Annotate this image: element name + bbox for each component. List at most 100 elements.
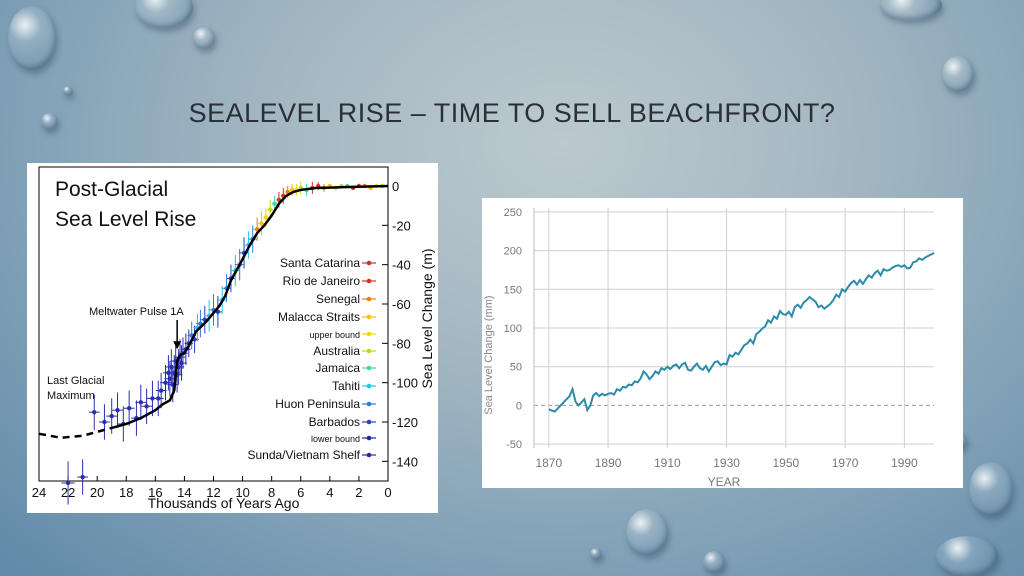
data-point	[109, 413, 114, 419]
legend-label: Huon Peninsula	[275, 397, 360, 411]
y-tick-label: 200	[504, 246, 522, 258]
x-tick-label: 18	[119, 485, 133, 500]
x-tick-label: 16	[148, 485, 162, 500]
legend-swatch-marker	[366, 452, 372, 458]
legend-swatch-marker	[366, 365, 372, 371]
legend-swatch-marker	[366, 348, 372, 354]
data-point	[150, 396, 155, 401]
data-point	[156, 396, 161, 401]
annotation-maximum: Maximum	[47, 390, 95, 402]
data-point	[65, 480, 71, 486]
legend-swatch-marker	[366, 278, 372, 284]
annotation-last-glacial: Last Glacial	[47, 375, 104, 387]
data-point	[259, 221, 264, 226]
x-axis-label: Thousands of Years Ago	[148, 495, 300, 511]
fit-curve-dashed	[38, 426, 113, 439]
legend-label: Senegal	[316, 292, 360, 306]
data-point	[80, 474, 85, 480]
water-drop	[590, 548, 602, 560]
legend-swatch-marker	[366, 260, 372, 266]
water-drop	[626, 509, 668, 555]
series-line	[548, 252, 935, 413]
x-tick-label: 1970	[832, 456, 859, 470]
legend-label: lower bound	[311, 434, 360, 444]
legend-label: Santa Catarina	[280, 256, 360, 270]
x-tick-label: 1890	[595, 456, 622, 470]
legend-swatch-marker	[366, 383, 372, 389]
data-point	[272, 201, 277, 206]
y-tick-label: -140	[392, 454, 418, 469]
data-point	[144, 404, 149, 409]
legend-label: Rio de Janeiro	[283, 274, 361, 288]
water-drop	[936, 536, 998, 576]
x-tick-label: 14	[177, 485, 191, 500]
legend-swatch-marker	[366, 401, 372, 407]
y-tick-label: 150	[504, 284, 522, 296]
y-tick-label: 0	[516, 400, 522, 412]
y-tick-label: -80	[392, 336, 411, 351]
x-tick-label: 1870	[535, 456, 562, 470]
x-axis-label: YEAR	[708, 475, 741, 488]
legend-swatch-marker	[366, 419, 372, 425]
water-drop	[942, 56, 974, 92]
annotation-arrowhead	[173, 341, 182, 350]
data-point	[263, 215, 269, 220]
y-tick-label: 0	[392, 179, 399, 194]
y-tick-label: 100	[504, 323, 522, 335]
data-point	[126, 406, 132, 411]
x-tick-label: 24	[32, 485, 46, 500]
y-tick-label: -40	[392, 258, 411, 273]
x-tick-label: 4	[326, 485, 333, 500]
x-tick-label: 20	[90, 485, 104, 500]
post-glacial-chart-panel: Post-Glacial Sea Level Rise 0 -20 -40 -60 -80 -…	[27, 163, 438, 513]
y-tick-label: 50	[510, 362, 522, 374]
slide-title: SEALEVEL RISE – TIME TO SELL BEACHFRONT?	[188, 98, 836, 128]
water-drop	[969, 462, 1013, 516]
data-point	[92, 409, 97, 415]
tide-gauge-chart: 250 200 150 100 50 0 -50 1870 1890 1910 1930 1950 19…	[483, 207, 935, 489]
x-tick-label: 6	[297, 485, 304, 500]
water-drop	[8, 6, 56, 70]
x-tick-label: 2	[355, 485, 362, 500]
water-drop	[63, 86, 73, 96]
data-point	[158, 388, 164, 393]
data-point	[102, 419, 107, 425]
post-glacial-chart: Post-Glacial Sea Level Rise 0 -20 -40 -60 -80 -…	[32, 166, 435, 511]
legend-label: Tahiti	[332, 379, 360, 393]
data-point	[138, 400, 143, 405]
legend-label: Sunda/Vietnam Shelf	[247, 448, 360, 462]
data-point	[285, 189, 290, 195]
chart-title-line-2: Sea Level Rise	[55, 208, 196, 231]
water-drop	[193, 27, 215, 49]
x-tick-label: 1990	[891, 456, 918, 470]
water-drop	[135, 0, 193, 28]
data-point	[115, 408, 120, 413]
legend-swatch-marker	[366, 435, 372, 441]
data-point	[268, 207, 273, 212]
legend-label: upper bound	[309, 330, 360, 340]
x-tick-label: 1950	[773, 456, 800, 470]
x-tick-label: 1910	[654, 456, 681, 470]
data-point	[163, 380, 168, 385]
legend-swatch-marker	[366, 314, 372, 320]
y-tick-label: -100	[392, 376, 418, 391]
y-tick-label: -60	[392, 297, 411, 312]
water-drop	[880, 0, 942, 20]
tide-gauge-chart-panel: 250 200 150 100 50 0 -50 1870 1890 1910 1930 1950 19…	[482, 198, 963, 489]
legend-label: Jamaica	[315, 361, 360, 375]
y-tick-label: 250	[504, 207, 522, 219]
water-drop	[41, 113, 58, 130]
annotation-meltwater: Meltwater Pulse 1A	[89, 306, 184, 318]
legend-label: Barbados	[309, 415, 360, 429]
legend-label: Australia	[313, 344, 360, 358]
x-tick-label: 0	[384, 485, 391, 500]
x-tick-label: 10	[235, 485, 249, 500]
chart-title-line-1: Post-Glacial	[55, 178, 168, 201]
fit-curve	[111, 184, 389, 430]
x-tick-label: 8	[268, 485, 275, 500]
legend-label: Malacca Straits	[278, 310, 360, 324]
x-tick-label: 1930	[713, 456, 740, 470]
legend-swatch-marker	[366, 331, 372, 337]
y-axis-label: Sea Level Change (mm)	[483, 295, 495, 414]
x-tick-label: 12	[206, 485, 220, 500]
